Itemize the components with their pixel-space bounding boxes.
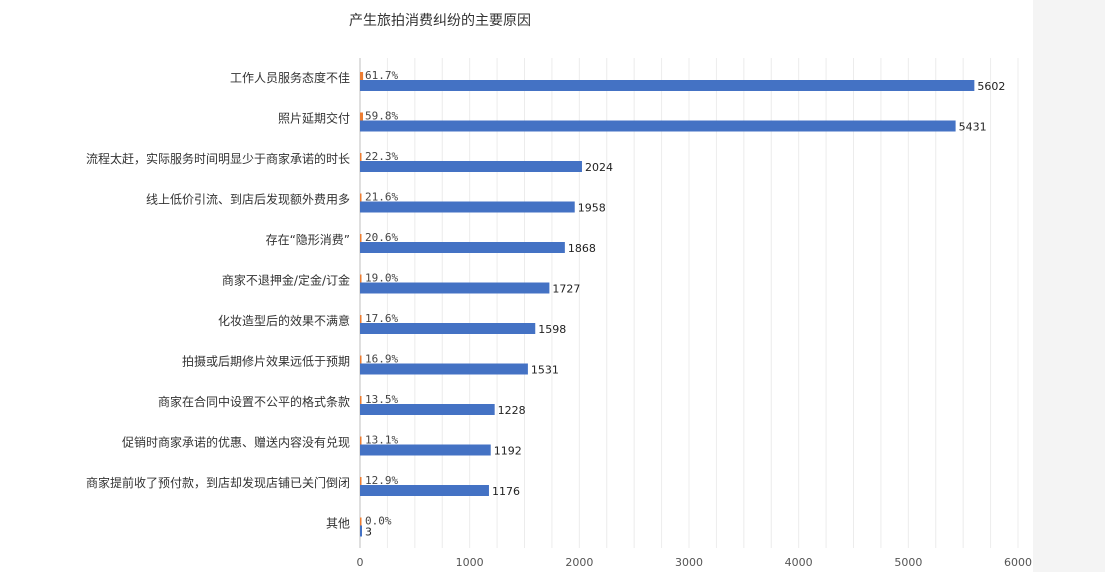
- count-label: 1868: [568, 242, 596, 255]
- page-margin-shade: [1033, 0, 1105, 572]
- count-label: 2024: [585, 161, 613, 174]
- chart-title: 产生旅拍消费纠纷的主要原因: [349, 13, 531, 29]
- count-label: 1727: [552, 283, 580, 296]
- count-label: 1531: [531, 364, 559, 377]
- count-label: 1176: [492, 485, 520, 498]
- labels: 工作人员服务态度不佳 61.7% 5602 照片延期交付 59.8% 5431 流程太赶，实…: [86, 69, 1005, 539]
- category-label: 线上低价引流、到店后发现额外费用多: [146, 192, 350, 207]
- x-tick-label: 2000: [565, 556, 593, 569]
- x-tick-label: 0: [357, 556, 364, 569]
- percent-bar: [360, 153, 362, 161]
- category-label: 拍摄或后期修片效果远低于预期: [182, 354, 350, 369]
- category-label: 商家提前收了预付款，到店却发现店铺已关门倒闭: [86, 475, 350, 490]
- count-label: 1192: [494, 445, 522, 458]
- percent-bar: [360, 72, 364, 80]
- count-bar: [360, 80, 975, 91]
- percent-label: 19.0%: [365, 272, 398, 285]
- count-bar: [360, 323, 536, 334]
- percent-bar: [360, 477, 362, 485]
- gridlines: [359, 58, 1019, 548]
- percent-label: 61.7%: [365, 69, 398, 82]
- x-tick-label: 6000: [1004, 556, 1032, 569]
- x-tick-label: 5000: [894, 556, 922, 569]
- category-label: 其他: [326, 517, 350, 531]
- x-tick-label: 3000: [675, 556, 703, 569]
- count-label: 1228: [498, 404, 526, 417]
- percent-label: 13.5%: [365, 393, 398, 406]
- x-tick-label: 4000: [785, 556, 813, 569]
- category-label: 商家不退押金/定金/订金: [222, 273, 350, 288]
- count-bar: [360, 120, 956, 132]
- percent-bar: [360, 436, 362, 445]
- count-bar: [360, 242, 565, 253]
- percent-bar: [360, 517, 362, 526]
- count-label: 1958: [578, 202, 606, 215]
- percent-label: 20.6%: [365, 231, 398, 244]
- count-label: 3: [365, 526, 372, 539]
- category-label: 工作人员服务态度不佳: [230, 70, 350, 85]
- percent-label: 17.6%: [365, 312, 398, 325]
- count-bar: [360, 444, 491, 456]
- percent-label: 16.9%: [365, 353, 398, 366]
- percent-label: 13.1%: [365, 434, 398, 447]
- percent-bar: [360, 396, 362, 404]
- x-axis: 0 1000 2000 3000 4000 5000 6000: [357, 556, 1033, 569]
- percent-bar: [360, 315, 362, 323]
- count-bar: [360, 161, 582, 172]
- count-label: 1598: [538, 323, 566, 336]
- count-label: 5602: [977, 80, 1005, 93]
- percent-label: 21.6%: [365, 191, 398, 204]
- category-label: 商家在合同中设置不公平的格式条款: [158, 394, 350, 409]
- percent-bar: [360, 234, 362, 242]
- percent-bar: [360, 355, 362, 364]
- category-label: 化妆造型后的效果不满意: [218, 313, 350, 328]
- bars: [360, 72, 975, 537]
- count-bar: [360, 201, 575, 213]
- category-label: 流程太赶，实际服务时间明显少于商家承诺的时长: [86, 151, 350, 166]
- count-bar: [360, 282, 550, 294]
- count-bar: [360, 404, 495, 415]
- category-label: 存在“隐形消费”: [266, 233, 350, 247]
- percent-bar: [360, 193, 362, 202]
- count-bar: [360, 485, 489, 496]
- category-label: 促销时商家承诺的优惠、赠送内容没有兑现: [122, 435, 350, 450]
- count-label: 5431: [959, 121, 987, 134]
- percent-bar: [360, 274, 362, 283]
- count-bar: [360, 525, 362, 537]
- percent-label: 59.8%: [365, 110, 398, 123]
- percent-label: 12.9%: [365, 474, 398, 487]
- percent-label: 22.3%: [365, 150, 398, 163]
- percent-bar: [360, 112, 363, 121]
- percent-label: 0.0%: [365, 515, 392, 528]
- category-label: 照片延期交付: [278, 111, 350, 126]
- x-tick-label: 1000: [456, 556, 484, 569]
- count-bar: [360, 363, 528, 375]
